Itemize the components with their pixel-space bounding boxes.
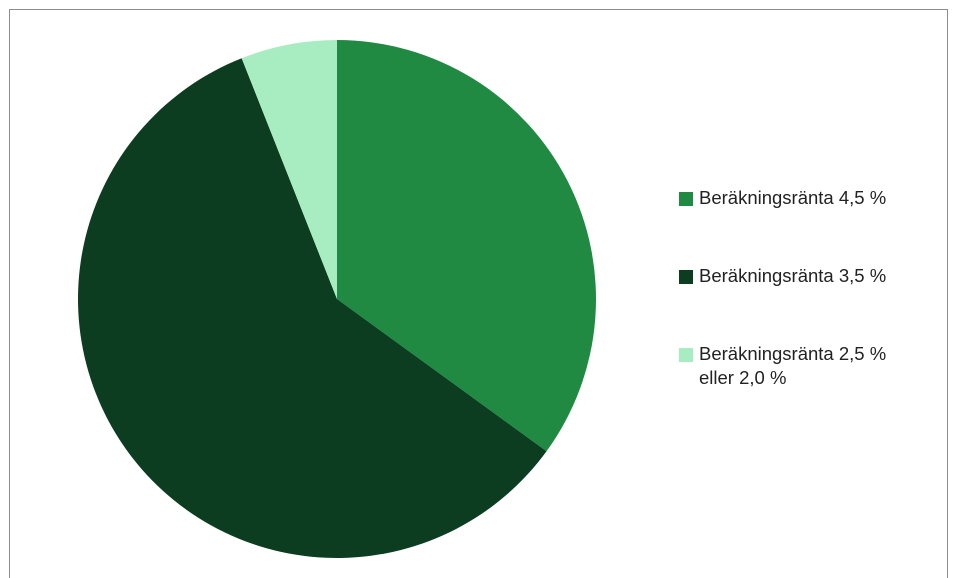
- pie-slice-2-5: [241, 40, 337, 299]
- legend-item-2-5: Beräkningsränta 2,5 % eller 2,0 %: [679, 342, 949, 390]
- pie-slice-3-5: [77, 58, 547, 558]
- pie-slice-4-5: [337, 40, 596, 452]
- legend-label-3-5: Beräkningsränta 3,5 %: [699, 265, 887, 286]
- legend-swatch-4-5: [679, 192, 693, 206]
- legend: Beräkningsränta 4,5 % Beräkningsränta 3,…: [679, 186, 949, 390]
- legend-label-2-5-line1: Beräkningsränta 2,5 %: [699, 343, 887, 364]
- legend-swatch-2-5: [679, 348, 693, 362]
- legend-label-2-5-line2: eller 2,0 %: [699, 367, 787, 388]
- legend-label-4-5: Beräkningsränta 4,5 %: [699, 187, 887, 208]
- legend-swatch-3-5: [679, 270, 693, 284]
- legend-item-3-5: Beräkningsränta 3,5 %: [679, 264, 949, 288]
- legend-item-4-5: Beräkningsränta 4,5 %: [679, 186, 949, 210]
